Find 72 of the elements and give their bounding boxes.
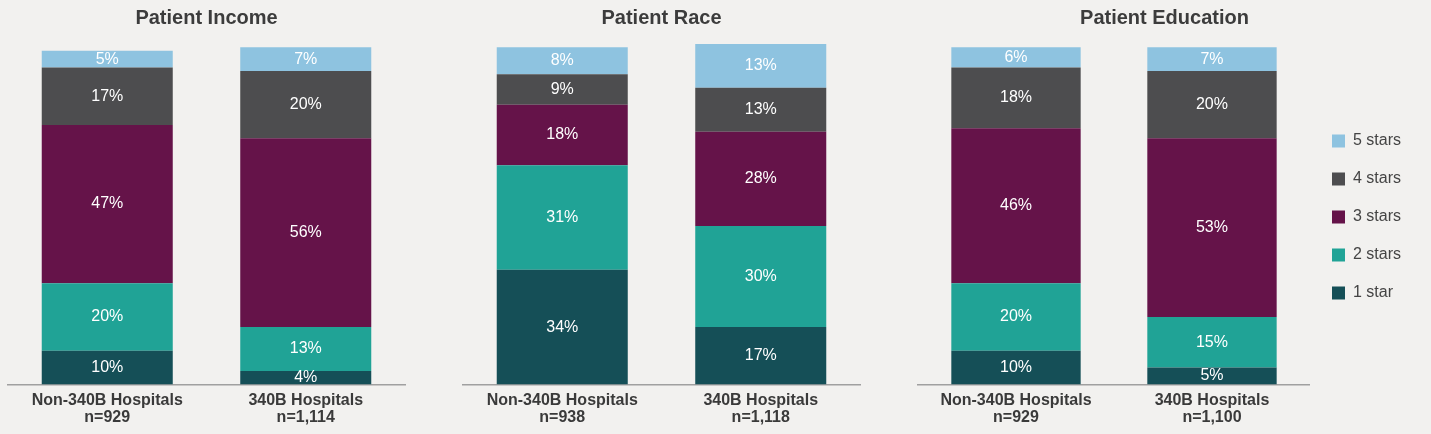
data-label: 17% <box>91 86 124 104</box>
data-label: 13% <box>744 100 777 118</box>
data-label: 10% <box>999 357 1033 375</box>
data-label: 7% <box>1200 49 1224 67</box>
data-label: 18% <box>546 125 579 143</box>
data-label: 47% <box>91 194 124 212</box>
data-label: 5% <box>95 49 119 67</box>
bar <box>41 350 173 385</box>
bar <box>496 165 628 270</box>
legend-label: 1 star <box>1352 283 1394 301</box>
data-label: 13% <box>289 339 322 357</box>
data-label: 17% <box>744 346 777 364</box>
x-tick-label: 340B Hospitals n=1,100 <box>1154 391 1270 426</box>
legend-label: 3 stars <box>1352 207 1401 225</box>
bar <box>1147 138 1277 317</box>
data-label: 20% <box>1195 95 1228 113</box>
data-label: 20% <box>999 307 1033 325</box>
data-label: 10% <box>91 357 124 375</box>
x-tick-label: Non-340B Hospitals n=938 <box>486 391 638 426</box>
bar <box>695 327 827 385</box>
legend-label: 2 stars <box>1352 245 1401 263</box>
bar <box>951 128 1081 284</box>
data-label: 15% <box>1195 332 1228 350</box>
data-label: 28% <box>744 169 777 187</box>
data-label: 31% <box>546 207 579 225</box>
data-label: 56% <box>289 223 322 241</box>
bar <box>951 350 1081 385</box>
data-label: 8% <box>550 51 574 69</box>
data-label: 53% <box>1195 218 1228 236</box>
data-label: 30% <box>744 266 777 284</box>
bar <box>1147 47 1277 71</box>
data-label: 18% <box>999 88 1033 106</box>
bar <box>695 44 827 88</box>
bar <box>695 226 827 328</box>
legend-label: 4 stars <box>1352 169 1401 187</box>
bar <box>496 74 628 105</box>
legend-label: 5 stars <box>1352 131 1401 149</box>
data-label: 34% <box>546 317 579 335</box>
data-label: 9% <box>550 79 574 97</box>
bar <box>41 283 173 351</box>
chart-title: Patient Income <box>135 5 278 28</box>
bar <box>951 47 1081 68</box>
data-label: 46% <box>999 196 1033 214</box>
chart-title: Patient Education <box>1080 5 1249 28</box>
bar <box>496 269 628 385</box>
bar <box>240 47 372 71</box>
x-tick-label: Non-340B Hospitals n=929 <box>940 391 1092 426</box>
bar <box>951 67 1081 129</box>
bar <box>951 283 1081 351</box>
data-label: 7% <box>294 49 318 67</box>
data-label: 20% <box>289 95 322 113</box>
bar <box>240 70 372 139</box>
bar <box>240 138 372 328</box>
bar <box>41 67 173 125</box>
bar <box>1147 316 1277 368</box>
bar <box>695 87 827 132</box>
bar <box>41 50 173 68</box>
data-label: 4% <box>294 368 318 386</box>
chart-title: Patient Race <box>601 5 722 28</box>
bar <box>1147 70 1277 139</box>
data-label: 13% <box>744 56 777 74</box>
x-tick-label: 340B Hospitals n=1,114 <box>248 391 364 426</box>
bar <box>240 327 372 371</box>
bar <box>496 104 628 166</box>
bar <box>41 124 173 284</box>
bar <box>496 47 628 75</box>
data-label: 20% <box>91 307 124 325</box>
data-label: 6% <box>1004 47 1028 65</box>
x-tick-label: 340B Hospitals n=1,118 <box>703 391 819 426</box>
data-label: 5% <box>1200 366 1224 384</box>
bar <box>695 131 827 226</box>
x-tick-label: Non-340B Hospitals n=929 <box>31 391 183 426</box>
